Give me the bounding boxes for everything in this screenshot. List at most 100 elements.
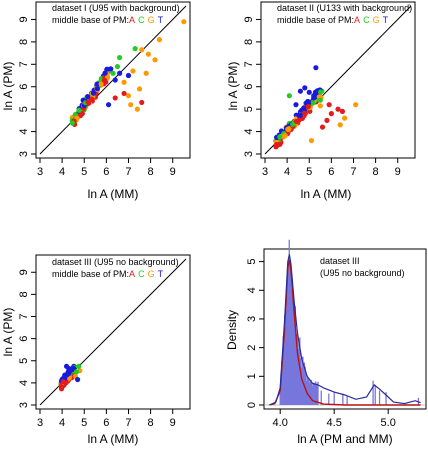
panel-2-point	[275, 142, 281, 148]
panel-1: 3 4 5 6 7 8 9 3 4 5 6 7 8 9 dataset I (U95 with backg…	[1, 1, 191, 201]
panel-3-point	[75, 376, 81, 383]
panel-2-point	[313, 65, 319, 71]
panel-2-plot: 3 4 5 6 7 8 9 3 4 5 6 7 8 9	[243, 1, 416, 178]
panel-2-xtick-label: 9	[395, 166, 401, 178]
panel-1-ylabel: ln A (PM)	[1, 62, 15, 111]
panel-4-ytick-label: 0	[246, 402, 258, 408]
panel-2-ytick-label: 3	[243, 151, 255, 157]
panel-1-point	[112, 77, 118, 83]
panel-4-xlabel: ln A (PM and MM)	[297, 432, 392, 446]
panel-2-point	[305, 103, 311, 110]
panel-1-plot: 3 4 5 6 7 8 9 3 4 5 6 7 8 9	[18, 1, 191, 178]
panel-1-point	[132, 46, 138, 52]
panel-3-ytick-label: 5	[18, 358, 30, 364]
panel-2-legend-base-c: C	[363, 15, 370, 25]
panel-2-xtick-label: 3	[262, 166, 268, 178]
panel-4-plot: 4.0 4.5 5.0 0 1 2 3 4 5	[246, 239, 427, 429]
panel-3-frame	[35, 254, 191, 410]
panel-1-point	[102, 70, 108, 76]
panel-4-xtick-label: 4.0	[273, 417, 288, 429]
panel-4-ytick-label: 2	[246, 345, 258, 351]
panel-1-frame	[35, 1, 191, 159]
panel-2-point	[324, 117, 330, 123]
panel-2-point	[310, 100, 316, 106]
panel-2-point	[290, 121, 296, 128]
panel-2-point	[335, 106, 341, 112]
panel-3-point	[76, 363, 82, 369]
panel-1-ytick-label: 6	[18, 84, 30, 90]
panel-4-xtick-label: 5.0	[381, 417, 396, 429]
panel-1-point	[112, 95, 118, 101]
panel-2-point	[342, 115, 348, 121]
panel-1-point	[121, 79, 127, 85]
panel-1-legend-line2: middle base of PM:A C G T	[52, 15, 164, 25]
panel-3-ytick-label: 8	[18, 291, 30, 297]
panel-3-ytick-label: 7	[18, 313, 30, 319]
panel-1-point	[105, 102, 112, 108]
panel-2-point	[302, 85, 308, 91]
panel-1-xtick-label: 3	[37, 166, 43, 178]
panel-3: 3 4 5 6 7 8 9 3 4 5 6 7 8 9 dataset III (U95 no backg…	[1, 254, 191, 446]
panel-2-ytick-label: 9	[243, 16, 255, 22]
panel-2-point	[339, 108, 346, 114]
panel-3-xtick-label: 5	[81, 417, 87, 429]
panel-1-legend-base-c: C	[138, 15, 145, 25]
panel-1-point	[114, 63, 121, 70]
panel-2-ytick-label: 7	[243, 61, 255, 67]
panel-1-legend-base-a: A	[129, 15, 135, 25]
panel-3-xtick-label: 9	[170, 417, 176, 429]
panel-2-point	[285, 127, 292, 133]
panel-3-legend-base-a: A	[129, 269, 135, 279]
panel-3-ytick-label: 6	[18, 336, 30, 342]
panel-1-xtick-label: 8	[148, 166, 154, 178]
panel-1-legend-prefix: middle base of PM:	[52, 15, 129, 25]
panel-2-point	[307, 108, 313, 114]
panel-2-legend-line1: dataset II (U133 with background)	[277, 3, 412, 13]
panel-1-ytick-label: 4	[18, 129, 30, 135]
panel-2-ytick-label: 4	[243, 129, 255, 135]
panel-1-point	[76, 107, 82, 113]
panel-3-xtick-label: 8	[148, 417, 154, 429]
panel-2: 3 4 5 6 7 8 9 3 4 5 6 7 8 9 dataset II (U133 with bac…	[226, 1, 416, 201]
panel-3-xtick-label: 4	[59, 417, 65, 429]
panel-3-point	[66, 371, 72, 377]
panel-2-xlabel: ln A (MM)	[301, 187, 352, 201]
panel-2-point	[277, 134, 283, 140]
panel-1-ytick-label: 3	[18, 151, 30, 157]
panel-1-point	[94, 86, 100, 92]
panel-3-xtick-label: 3	[37, 417, 43, 429]
panel-3-point	[66, 365, 72, 372]
panel-3-legend-base-t: T	[158, 269, 164, 279]
panel-3-plot: 3 4 5 6 7 8 9 3 4 5 6 7 8 9	[18, 254, 191, 429]
panel-4-xtick-label: 4.5	[327, 417, 342, 429]
panel-1-legend-base-g: G	[148, 15, 155, 25]
panel-4-legend-line1: dataset III	[320, 256, 360, 266]
panel-3-legend-line2: middle base of PM:A C G T	[52, 269, 164, 279]
panel-1-xtick-label: 4	[59, 166, 65, 178]
panel-1-point	[117, 54, 123, 61]
panel-1-ytick-label: 7	[18, 61, 30, 67]
panel-1-point	[125, 93, 132, 99]
panel-1-point	[98, 81, 104, 87]
panel-2-point	[293, 118, 299, 125]
panel-3-ylabel: ln A (PM)	[1, 308, 15, 357]
panel-3-xlabel: ln A (MM)	[88, 432, 139, 446]
panel-2-point	[328, 111, 334, 117]
panel-1-point	[85, 93, 91, 100]
panel-2-legend-base-a: A	[354, 15, 360, 25]
panel-1-point	[108, 66, 114, 72]
panel-4-ytick-label: 1	[246, 373, 258, 379]
panel-2-legend-line2: middle base of PM:A C G T	[277, 15, 389, 25]
panel-2-point	[317, 103, 323, 109]
panel-3-point	[73, 369, 80, 375]
panel-1-xtick-label: 7	[125, 166, 131, 178]
panel-2-point	[282, 133, 288, 139]
panel-1-ytick-label: 5	[18, 106, 30, 112]
panel-1-point	[90, 90, 97, 96]
panel-1-point	[85, 99, 91, 105]
panel-3-xtick-label: 7	[125, 417, 131, 429]
panel-4-ytick-label: 4	[246, 287, 258, 293]
panel-1-ytick-label: 8	[18, 39, 30, 45]
panel-1-point	[125, 72, 132, 79]
